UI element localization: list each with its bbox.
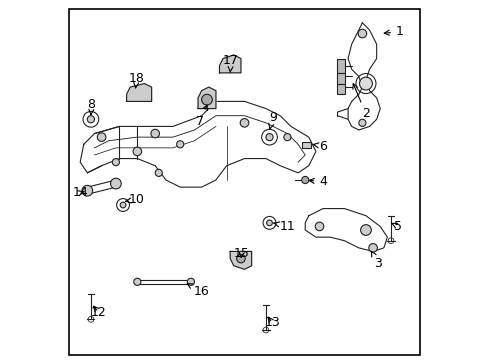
Circle shape	[266, 220, 272, 226]
Circle shape	[82, 185, 93, 196]
Circle shape	[283, 134, 290, 141]
Circle shape	[110, 178, 121, 189]
Circle shape	[360, 225, 370, 235]
Bar	[301, 143, 310, 148]
Circle shape	[357, 29, 366, 38]
Text: 16: 16	[187, 284, 209, 298]
Polygon shape	[126, 84, 151, 102]
Text: 3: 3	[371, 251, 382, 270]
Circle shape	[176, 141, 183, 148]
Text: 9: 9	[268, 111, 276, 130]
Text: 12: 12	[91, 306, 106, 319]
Circle shape	[301, 176, 308, 184]
Circle shape	[112, 158, 119, 166]
Circle shape	[134, 278, 141, 285]
Text: 2: 2	[352, 84, 369, 120]
Circle shape	[155, 169, 162, 176]
Circle shape	[87, 116, 94, 123]
Text: 11: 11	[273, 220, 295, 233]
Text: 5: 5	[390, 220, 401, 233]
Circle shape	[265, 134, 272, 141]
Text: 17: 17	[223, 54, 238, 72]
Circle shape	[120, 202, 125, 208]
Circle shape	[97, 133, 106, 141]
Text: 14: 14	[73, 186, 89, 199]
Text: 7: 7	[196, 105, 207, 127]
Text: 4: 4	[308, 175, 326, 188]
Circle shape	[358, 119, 365, 126]
Circle shape	[236, 254, 244, 263]
Circle shape	[133, 147, 142, 156]
Text: 18: 18	[128, 72, 144, 88]
Text: 15: 15	[233, 247, 249, 260]
Circle shape	[201, 94, 212, 105]
Bar	[337, 84, 344, 94]
Circle shape	[240, 118, 248, 127]
Circle shape	[315, 222, 323, 231]
Polygon shape	[198, 87, 216, 109]
Polygon shape	[230, 251, 251, 269]
Polygon shape	[219, 55, 241, 73]
Bar	[337, 73, 344, 84]
Circle shape	[359, 77, 372, 90]
Circle shape	[151, 129, 159, 138]
Text: 1: 1	[384, 25, 403, 38]
Text: 13: 13	[264, 316, 280, 329]
Circle shape	[368, 244, 377, 252]
Text: 6: 6	[313, 140, 326, 153]
Text: 8: 8	[87, 99, 96, 115]
Circle shape	[187, 278, 194, 285]
Text: 10: 10	[125, 193, 144, 206]
Bar	[337, 59, 344, 73]
